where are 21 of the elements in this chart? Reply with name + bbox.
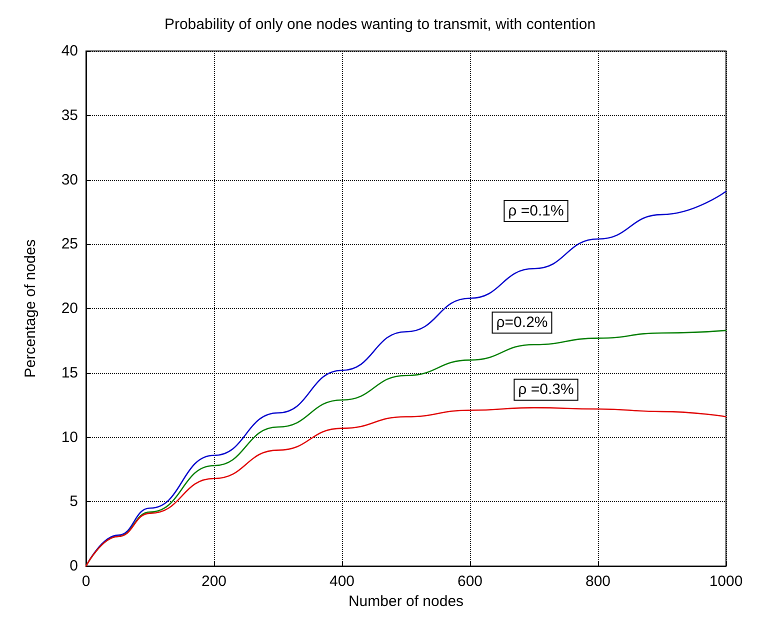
chart-title: Probability of only one nodes wanting to transmit, with contention [164, 16, 596, 33]
y-tick-label: 5 [70, 493, 78, 510]
series-label: ρ=0.2% [496, 314, 548, 332]
series-label: ρ =0.3% [518, 381, 574, 398]
y-tick-label: 10 [61, 428, 78, 446]
series-label: ρ =0.1% [508, 202, 564, 220]
x-axis-title: Number of nodes [348, 593, 464, 610]
y-tick-label: 0 [70, 558, 78, 575]
y-tick-label: 40 [61, 42, 78, 60]
y-tick-label: 35 [61, 106, 78, 124]
y-tick-label: 25 [61, 236, 78, 253]
x-tick-label: 600 [457, 573, 483, 590]
x-tick-label: 0 [82, 573, 90, 590]
x-tick-label: 400 [329, 573, 355, 590]
x-tick-label: 200 [201, 573, 227, 590]
x-tick-label: 800 [585, 573, 611, 590]
y-axis-title: Percentage of nodes [22, 239, 39, 378]
y-tick-label: 15 [61, 364, 78, 382]
x-tick-label: 1000 [709, 573, 743, 590]
y-tick-label: 20 [61, 300, 78, 318]
y-tick-label: 30 [61, 171, 78, 188]
